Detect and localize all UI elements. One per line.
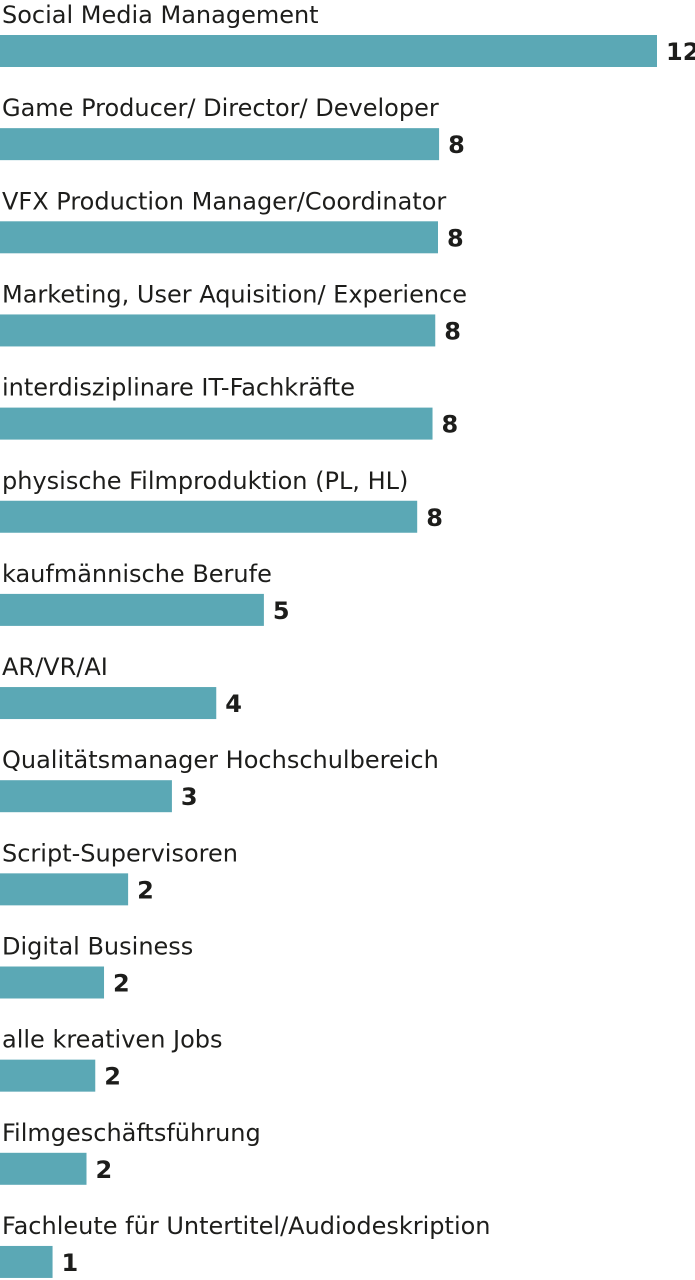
bar-vfx-production-manager-coordinator [0,221,438,254]
bar-alle-kreativen-jobs [0,1059,96,1092]
category-label-interdisziplinare-it-fachkr-fte: interdisziplinare IT-Fachkräfte [2,374,355,402]
value-label-alle-kreativen-jobs: 2 [104,1063,121,1091]
bar-kaufm-nnische-berufe [0,593,264,626]
value-label-interdisziplinare-it-fachkr-fte: 8 [442,411,459,439]
bar-filmgesch-ftsf-hrung [0,1152,87,1185]
category-label-vfx-production-manager-coordinator: VFX Production Manager/Coordinator [2,187,446,215]
category-label-filmgesch-ftsf-hrung: Filmgeschäftsführung [2,1119,261,1147]
category-label-social-media-management: Social Media Management [2,1,319,29]
category-label-kaufm-nnische-berufe: kaufmännische Berufe [2,560,272,588]
bar-interdisziplinare-it-fachkr-fte [0,407,433,440]
value-label-game-producer-director-developer: 8 [448,131,465,159]
bar-game-producer-director-developer [0,128,440,161]
category-label-digital-business: Digital Business [2,933,193,961]
bar-qualit-tsmanager-hochschulbereich [0,780,172,813]
category-label-physische-filmproduktion-pl-hl: physische Filmproduktion (PL, HL) [2,467,408,495]
bar-fachleute-f-r-untertitel-audiodeskription [0,1245,53,1278]
bar-digital-business [0,966,105,999]
bar-social-media-management [0,35,657,67]
value-label-vfx-production-manager-coordinator: 8 [447,224,464,252]
value-label-script-supervisoren: 2 [137,876,154,904]
value-label-marketing-user-aquisition-experience: 8 [444,317,461,345]
value-label-fachleute-f-r-untertitel-audiodeskription: 1 [62,1249,79,1277]
bar-script-supervisoren [0,873,129,906]
category-label-qualit-tsmanager-hochschulbereich: Qualitätsmanager Hochschulbereich [2,746,439,774]
value-label-physische-filmproduktion-pl-hl: 8 [426,504,443,532]
value-label-ar-vr-ai: 4 [225,690,242,718]
category-label-alle-kreativen-jobs: alle kreativen Jobs [2,1026,223,1054]
category-label-ar-vr-ai: AR/VR/AI [2,653,108,681]
category-label-script-supervisoren: Script-Supervisoren [2,839,238,867]
value-label-kaufm-nnische-berufe: 5 [273,597,290,625]
category-label-marketing-user-aquisition-experience: Marketing, User Aquisition/ Experience [2,280,467,308]
category-label-game-producer-director-developer: Game Producer/ Director/ Developer [2,94,439,122]
value-label-filmgesch-ftsf-hrung: 2 [96,1156,113,1184]
bar-ar-vr-ai [0,687,217,720]
value-label-social-media-management: 12 [666,38,695,66]
category-label-fachleute-f-r-untertitel-audiodeskription: Fachleute für Untertitel/Audiodeskriptio… [2,1212,491,1240]
value-label-qualit-tsmanager-hochschulbereich: 3 [181,783,198,811]
value-label-digital-business: 2 [113,970,130,998]
bar-physische-filmproduktion-pl-hl [0,500,418,533]
bar-marketing-user-aquisition-experience [0,314,436,347]
